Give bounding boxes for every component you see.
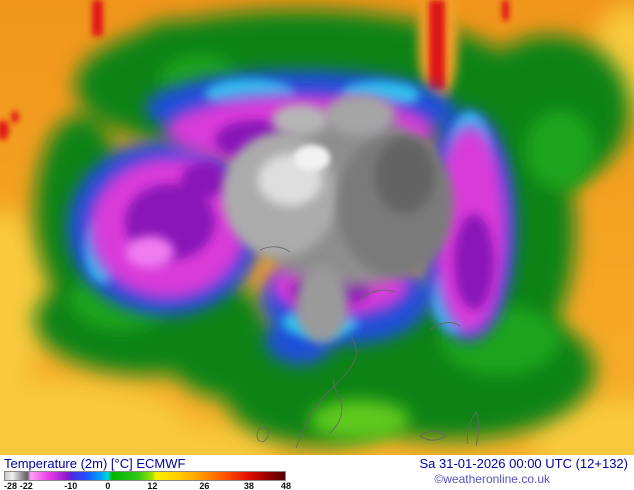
datetime-label: Sa 31-01-2026 00:00 UTC (12+132) bbox=[419, 456, 629, 471]
coastlines bbox=[256, 246, 480, 449]
scale-ticks: -28 -22 -10 0 12 26 38 48 bbox=[4, 481, 291, 490]
scale-gradient bbox=[4, 471, 286, 481]
scale-tick: -28 bbox=[4, 481, 18, 490]
scale-tick: 48 bbox=[280, 481, 292, 490]
scale-tick: -22 bbox=[19, 481, 33, 490]
temperature-field-svg bbox=[0, 0, 634, 455]
pink-accent bbox=[126, 236, 174, 268]
scale-tick: -10 bbox=[64, 481, 78, 490]
legend-title: Temperature (2m) [°C] ECMWF bbox=[4, 456, 186, 471]
legend-bar: Temperature (2m) [°C] ECMWF -28 -22 -10 0 12… bbox=[0, 455, 634, 490]
map-area bbox=[0, 0, 634, 455]
scale-tick: 0 bbox=[105, 481, 111, 490]
scale-tick: 12 bbox=[147, 481, 158, 490]
scale-tick: 26 bbox=[199, 481, 210, 490]
copyright-label: ©weatheronline.co.uk bbox=[434, 472, 550, 486]
hot-red-strips bbox=[0, 0, 509, 140]
extreme-cold-gray-core bbox=[222, 95, 453, 343]
scale-tick: 38 bbox=[243, 481, 254, 490]
